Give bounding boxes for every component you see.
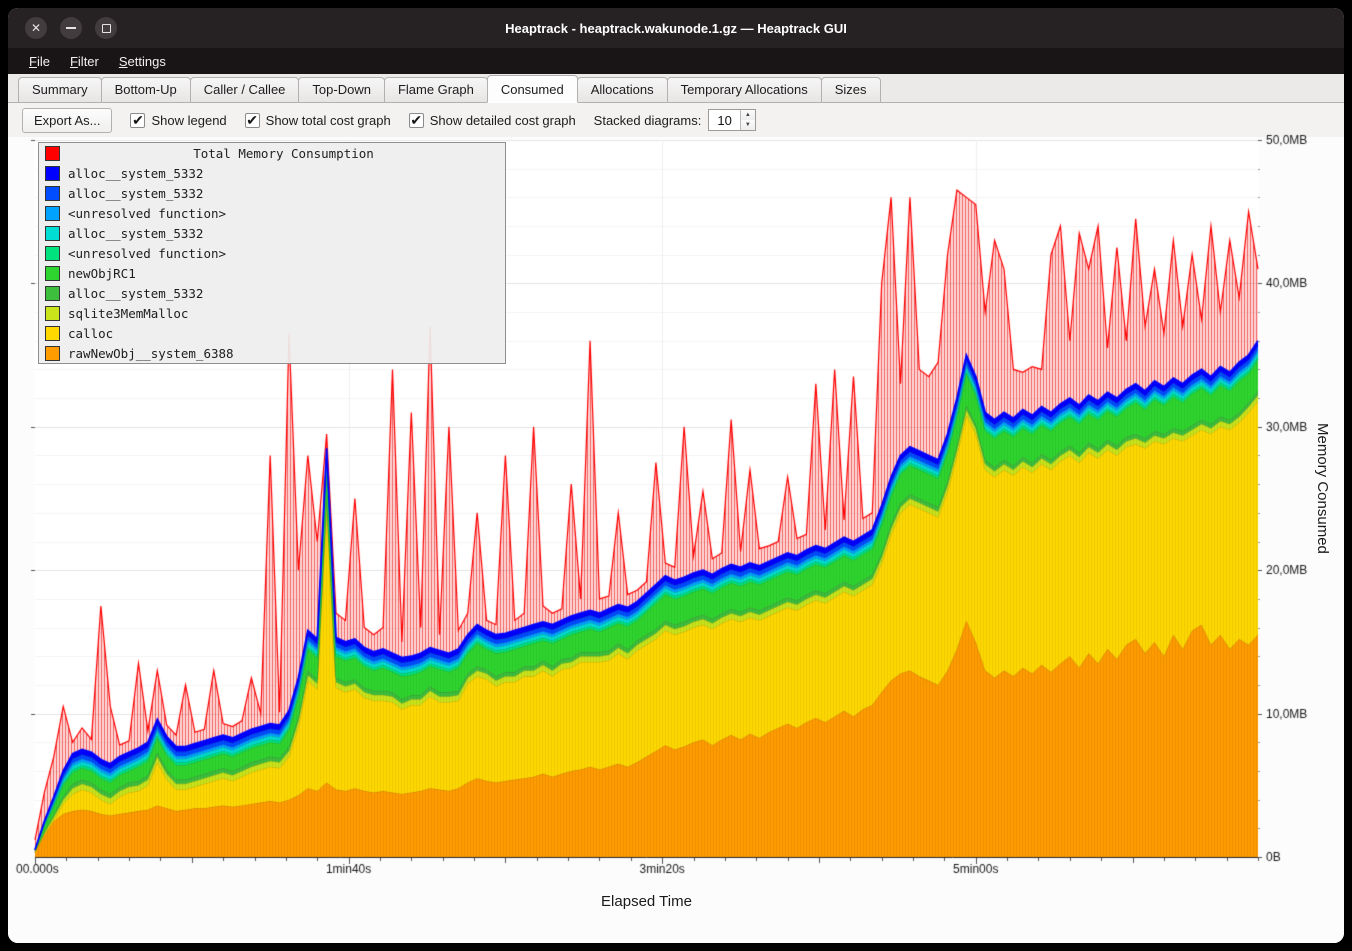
legend-item: alloc__system_5332	[39, 283, 505, 303]
series-label: alloc__system_5332	[68, 166, 204, 181]
menu-file[interactable]: File	[29, 53, 50, 69]
series-label: <unresolved function>	[68, 246, 227, 261]
tab-bottom-up[interactable]: Bottom-Up	[100, 77, 191, 103]
close-button[interactable]: ✕	[25, 17, 47, 39]
series-color-swatch	[45, 326, 60, 341]
legend-title: Total Memory Consumption	[193, 146, 374, 161]
series-color-swatch	[45, 246, 60, 261]
tab-consumed[interactable]: Consumed	[486, 75, 578, 103]
chart-legend: Total Memory Consumption alloc__system_5…	[38, 142, 506, 364]
stacked-diagrams-value[interactable]: 10	[717, 112, 732, 128]
legend-item: <unresolved function>	[39, 203, 505, 223]
toolbar: Export As... ✔ Show legend ✔ Show total cos…	[8, 103, 1344, 137]
stacked-diagrams-control: Stacked diagrams: 10 ▲ ▼	[594, 109, 756, 131]
legend-item: sqlite3MemMalloc	[39, 303, 505, 323]
tab-top-down[interactable]: Top-Down	[298, 77, 385, 103]
tab-summary[interactable]: Summary	[18, 77, 102, 103]
tab-allocations[interactable]: Allocations	[576, 77, 668, 103]
heaptrack-window: ✕ Heaptrack - heaptrack.wakunode.1.gz — …	[8, 8, 1344, 943]
maximize-icon	[101, 23, 111, 33]
checkbox-label: Show total cost graph	[265, 112, 391, 128]
spin-down-button[interactable]: ▼	[740, 120, 755, 130]
show-detailed-cost-graph-checkbox[interactable]: ✔ Show detailed cost graph	[408, 111, 576, 128]
y-axis-title: Memory Consumed	[1314, 423, 1331, 554]
show-legend-checkbox[interactable]: ✔ Show legend	[130, 111, 227, 128]
chart-area: Total Memory Consumption alloc__system_5…	[8, 131, 1344, 943]
checkbox-group: ✔ Show legend ✔ Show total cost graph ✔ Show …	[130, 111, 576, 128]
x-axis-title: Elapsed Time	[601, 893, 692, 910]
minimize-icon	[66, 27, 76, 29]
legend-item: alloc__system_5332	[39, 183, 505, 203]
series-label: newObjRC1	[68, 266, 136, 281]
export-as-button[interactable]: Export As...	[22, 107, 113, 133]
legend-items: alloc__system_5332 alloc__system_5332 <unr…	[39, 163, 505, 363]
series-color-swatch	[45, 186, 60, 201]
tab-bar: Summary Bottom-Up Caller / Callee Top-Down F…	[8, 74, 1344, 103]
series-color-swatch	[45, 226, 60, 241]
series-color-swatch	[45, 306, 60, 321]
series-color-swatch	[45, 266, 60, 281]
series-color-swatch	[45, 286, 60, 301]
series-label: alloc__system_5332	[68, 226, 204, 241]
maximize-button[interactable]	[95, 17, 117, 39]
spin-up-button[interactable]: ▲	[740, 110, 755, 120]
legend-item: newObjRC1	[39, 263, 505, 283]
series-label: alloc__system_5332	[68, 186, 204, 201]
series-color-swatch	[45, 166, 60, 181]
tab-caller-callee[interactable]: Caller / Callee	[189, 77, 300, 103]
series-label: calloc	[68, 326, 114, 341]
legend-title-row: Total Memory Consumption	[39, 143, 505, 163]
stacked-diagrams-label: Stacked diagrams:	[593, 112, 702, 128]
series-color-swatch	[45, 346, 60, 361]
menu-settings[interactable]: Settings	[118, 53, 166, 69]
tab-sizes[interactable]: Sizes	[820, 77, 881, 103]
checkbox-box: ✔	[244, 111, 260, 128]
window-title: Heaptrack - heaptrack.wakunode.1.gz — He…	[505, 20, 847, 36]
legend-item: <unresolved function>	[39, 243, 505, 263]
window-titlebar: ✕ Heaptrack - heaptrack.wakunode.1.gz — …	[8, 8, 1344, 48]
menu-bar: File Filter Settings	[8, 48, 1344, 74]
legend-item: alloc__system_5332	[39, 163, 505, 183]
checkbox-label: Show detailed cost graph	[429, 112, 576, 128]
checkbox-box: ✔	[408, 111, 424, 128]
legend-item: rawNewObj__system_6388	[39, 343, 505, 363]
checkbox-label: Show legend	[151, 112, 227, 128]
series-label: alloc__system_5332	[68, 286, 204, 301]
tab-flame-graph[interactable]: Flame Graph	[383, 77, 488, 103]
window-controls: ✕	[25, 17, 117, 39]
series-label: sqlite3MemMalloc	[68, 306, 189, 321]
series-label: <unresolved function>	[68, 206, 227, 221]
total-color-swatch	[45, 146, 60, 161]
show-total-cost-graph-checkbox[interactable]: ✔ Show total cost graph	[244, 111, 391, 128]
legend-item: calloc	[39, 323, 505, 343]
legend-item: alloc__system_5332	[39, 223, 505, 243]
series-label: rawNewObj__system_6388	[68, 346, 234, 361]
menu-filter[interactable]: Filter	[69, 53, 99, 69]
checkbox-box: ✔	[130, 111, 146, 128]
spinbox-buttons: ▲ ▼	[739, 110, 755, 130]
close-icon: ✕	[30, 21, 42, 35]
stacked-diagrams-spinbox[interactable]: 10 ▲ ▼	[708, 109, 756, 131]
minimize-button[interactable]	[60, 17, 82, 39]
series-color-swatch	[45, 206, 60, 221]
tab-temporary-allocations[interactable]: Temporary Allocations	[666, 77, 822, 103]
